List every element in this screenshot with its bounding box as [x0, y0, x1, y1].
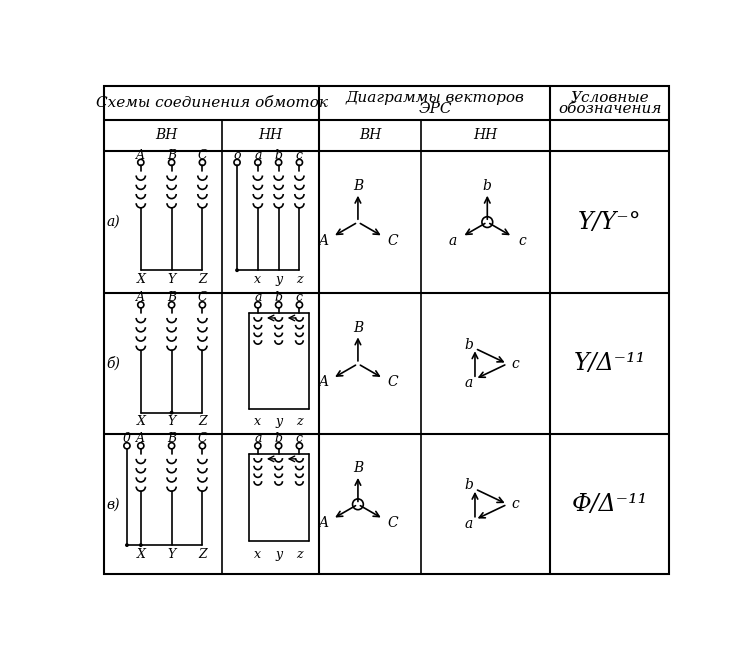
Text: z: z [296, 273, 302, 286]
Text: o: o [233, 149, 241, 162]
Text: обозначения: обозначения [558, 102, 661, 116]
Text: C: C [198, 432, 207, 445]
Text: A: A [318, 375, 328, 389]
Text: Y/Y⁻°: Y/Y⁻° [578, 211, 642, 233]
Text: b: b [274, 292, 283, 304]
Text: Условные: Условные [571, 91, 649, 105]
Text: ЭРС: ЭРС [418, 102, 452, 116]
Text: C: C [388, 375, 398, 389]
Text: b: b [274, 432, 283, 445]
Text: ВН: ВН [155, 128, 178, 143]
Text: b: b [464, 478, 474, 492]
Text: z: z [296, 548, 302, 561]
Text: B: B [167, 149, 176, 162]
Text: Z: Z [198, 548, 207, 561]
Text: z: z [296, 415, 302, 428]
Text: X: X [136, 548, 146, 561]
Text: a: a [254, 432, 262, 445]
Text: Y: Y [167, 548, 176, 561]
Text: c: c [518, 233, 526, 248]
Text: Диаграммы векторов: Диаграммы векторов [345, 91, 524, 105]
Text: НН: НН [259, 128, 283, 143]
Text: ВН: ВН [359, 128, 382, 143]
Text: x: x [254, 415, 262, 428]
Text: B: B [353, 179, 363, 193]
Text: A: A [318, 233, 328, 248]
Text: B: B [167, 432, 176, 445]
Circle shape [170, 411, 173, 415]
Text: c: c [296, 432, 303, 445]
Text: A: A [318, 516, 328, 530]
Text: Y/Δ⁻¹¹: Y/Δ⁻¹¹ [574, 353, 645, 375]
Text: Ф/Δ⁻¹¹: Ф/Δ⁻¹¹ [572, 493, 648, 516]
Text: a: a [254, 149, 262, 162]
Text: A: A [136, 432, 146, 445]
Text: A: A [136, 292, 146, 304]
Text: A: A [136, 149, 146, 162]
Text: c: c [296, 149, 303, 162]
Text: c: c [296, 292, 303, 304]
Text: a: a [464, 376, 473, 390]
Text: x: x [254, 273, 262, 286]
Text: Схемы соединения обмоток: Схемы соединения обмоток [96, 96, 328, 110]
Text: y: y [275, 273, 282, 286]
Text: a: a [254, 292, 262, 304]
Text: b: b [274, 149, 283, 162]
Circle shape [139, 543, 143, 547]
Circle shape [125, 543, 129, 547]
Text: B: B [353, 320, 363, 335]
Text: X: X [136, 273, 146, 286]
Text: в): в) [106, 497, 120, 511]
Text: б): б) [106, 356, 120, 371]
Circle shape [235, 268, 239, 272]
Text: X: X [136, 415, 146, 428]
Text: b: b [483, 179, 492, 193]
Text: а): а) [106, 215, 120, 229]
Text: a: a [449, 233, 457, 248]
Text: Z: Z [198, 415, 207, 428]
Text: C: C [198, 292, 207, 304]
Text: C: C [388, 233, 398, 248]
Text: C: C [198, 149, 207, 162]
Text: B: B [167, 292, 176, 304]
Text: Z: Z [198, 273, 207, 286]
Text: x: x [254, 548, 262, 561]
Text: a: a [464, 517, 473, 530]
Text: c: c [511, 497, 519, 511]
Text: Y: Y [167, 273, 176, 286]
Text: b: b [464, 337, 474, 351]
Text: 0: 0 [123, 432, 131, 445]
Text: y: y [275, 548, 282, 561]
Text: НН: НН [474, 128, 498, 143]
Text: C: C [388, 516, 398, 530]
Text: y: y [275, 415, 282, 428]
Text: B: B [353, 461, 363, 475]
Text: Y: Y [167, 415, 176, 428]
Text: c: c [511, 357, 519, 371]
